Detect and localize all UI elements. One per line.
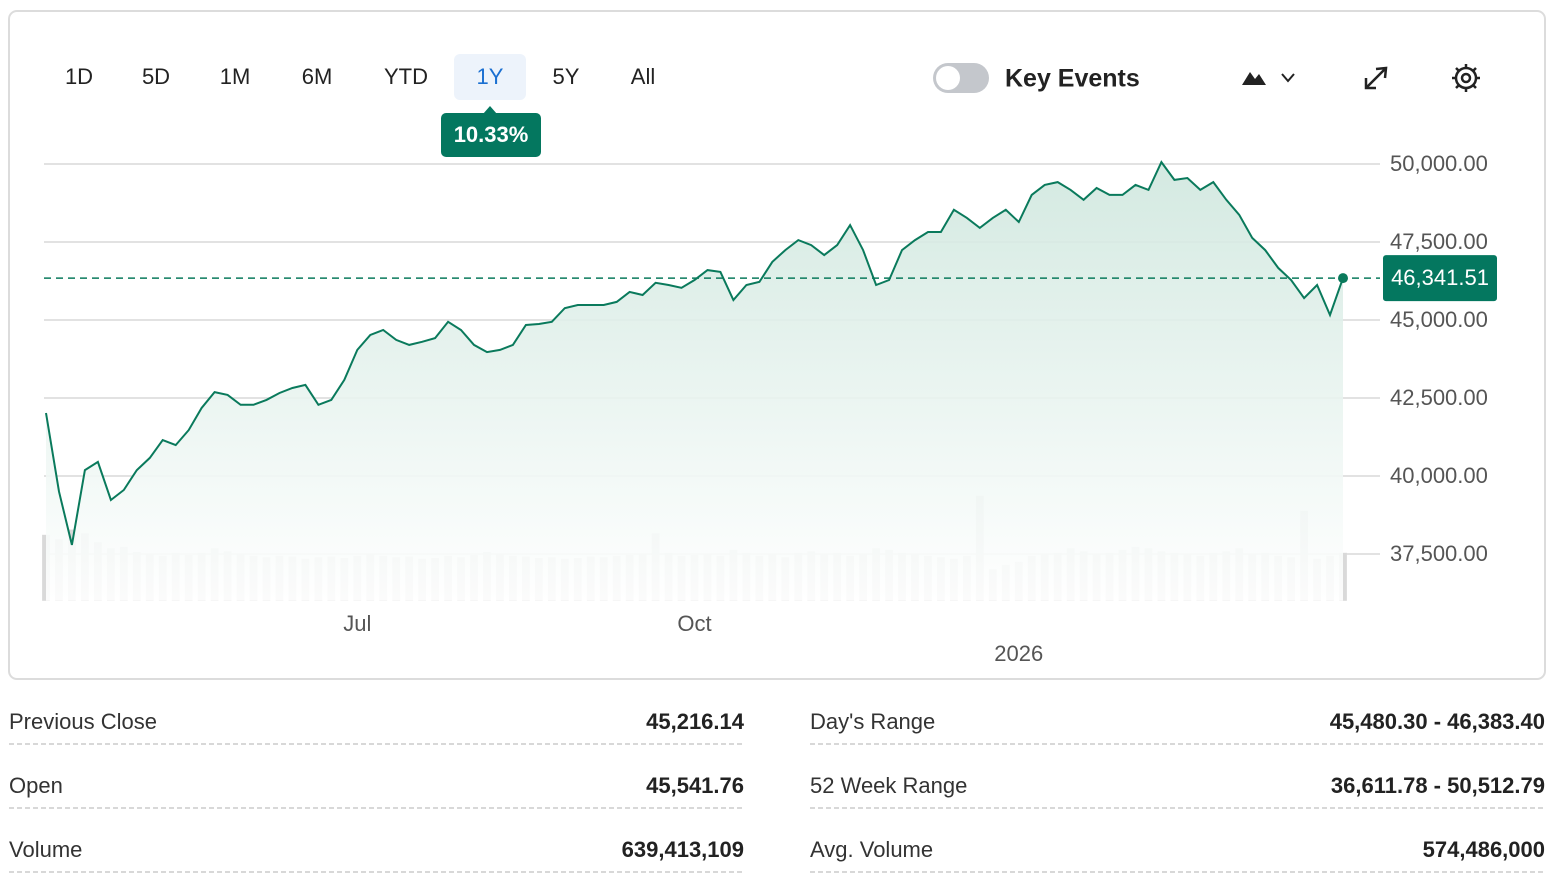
stat-label: Avg. Volume bbox=[810, 837, 933, 862]
stat-label: Previous Close bbox=[9, 709, 157, 734]
y-tick-label: 47,500.00 bbox=[1390, 229, 1488, 254]
range-button[interactable]: 5Y bbox=[553, 64, 580, 89]
stat-label: Day's Range bbox=[810, 709, 935, 734]
stat-label: Open bbox=[9, 773, 63, 798]
area-fill bbox=[46, 162, 1343, 601]
range-button[interactable]: All bbox=[631, 64, 655, 89]
price-line bbox=[45, 160, 1344, 546]
stat-value: 36,611.78 - 50,512.79 bbox=[1331, 773, 1545, 798]
x-tick-label: 2026 bbox=[994, 641, 1043, 666]
change-badge bbox=[441, 113, 541, 157]
stat-label: 52 Week Range bbox=[810, 773, 967, 798]
key-events-label: Key Events bbox=[1005, 65, 1140, 93]
y-tick-label: 42,500.00 bbox=[1390, 385, 1488, 410]
settings-button[interactable] bbox=[1452, 64, 1480, 92]
y-tick-label: 50,000.00 bbox=[1390, 151, 1488, 176]
toggle-knob bbox=[936, 66, 960, 90]
range-button[interactable]: 1Y bbox=[477, 64, 504, 89]
chart-type-button[interactable] bbox=[1242, 72, 1295, 85]
range-button[interactable]: 1D bbox=[65, 64, 93, 89]
plot: 37,500.00 40,000.00 42,500.00 45,000.00 47,5… bbox=[42, 151, 1497, 666]
y-tick-label: 40,000.00 bbox=[1390, 463, 1488, 488]
range-button[interactable]: 1M bbox=[220, 64, 251, 89]
toolbar: 1D 5D 1M 6M YTD 10.33% 1Y 5Y All bbox=[65, 54, 655, 157]
stat-value: 45,541.76 bbox=[646, 773, 744, 798]
stats-table: Previous Close 45,216.14 Day's Range 45,480… bbox=[9, 709, 1545, 873]
range-button[interactable]: YTD bbox=[384, 64, 428, 89]
last-price-box bbox=[1383, 255, 1497, 302]
y-tick-label: 45,000.00 bbox=[1390, 307, 1488, 332]
badge-pointer bbox=[483, 106, 497, 114]
stat-value: 45,216.14 bbox=[646, 709, 745, 734]
range-button[interactable]: 5D bbox=[142, 64, 170, 89]
change-label: 10.33% bbox=[454, 122, 529, 147]
range-active-bg bbox=[454, 54, 526, 100]
y-tick-label: 37,500.00 bbox=[1390, 541, 1488, 566]
range-button[interactable]: 6M bbox=[302, 64, 333, 89]
stat-value: 45,480.30 - 46,383.40 bbox=[1330, 709, 1545, 734]
last-price-dot bbox=[1338, 273, 1348, 284]
stat-label: Volume bbox=[9, 837, 82, 862]
expand-button[interactable] bbox=[1364, 66, 1388, 90]
stat-value: 639,413,109 bbox=[622, 837, 744, 862]
x-tick-label: Oct bbox=[677, 611, 711, 636]
stat-value: 574,486,000 bbox=[1423, 837, 1545, 862]
x-tick-label: Jul bbox=[343, 611, 371, 636]
last-price-label: 46,341.51 bbox=[1391, 265, 1489, 290]
